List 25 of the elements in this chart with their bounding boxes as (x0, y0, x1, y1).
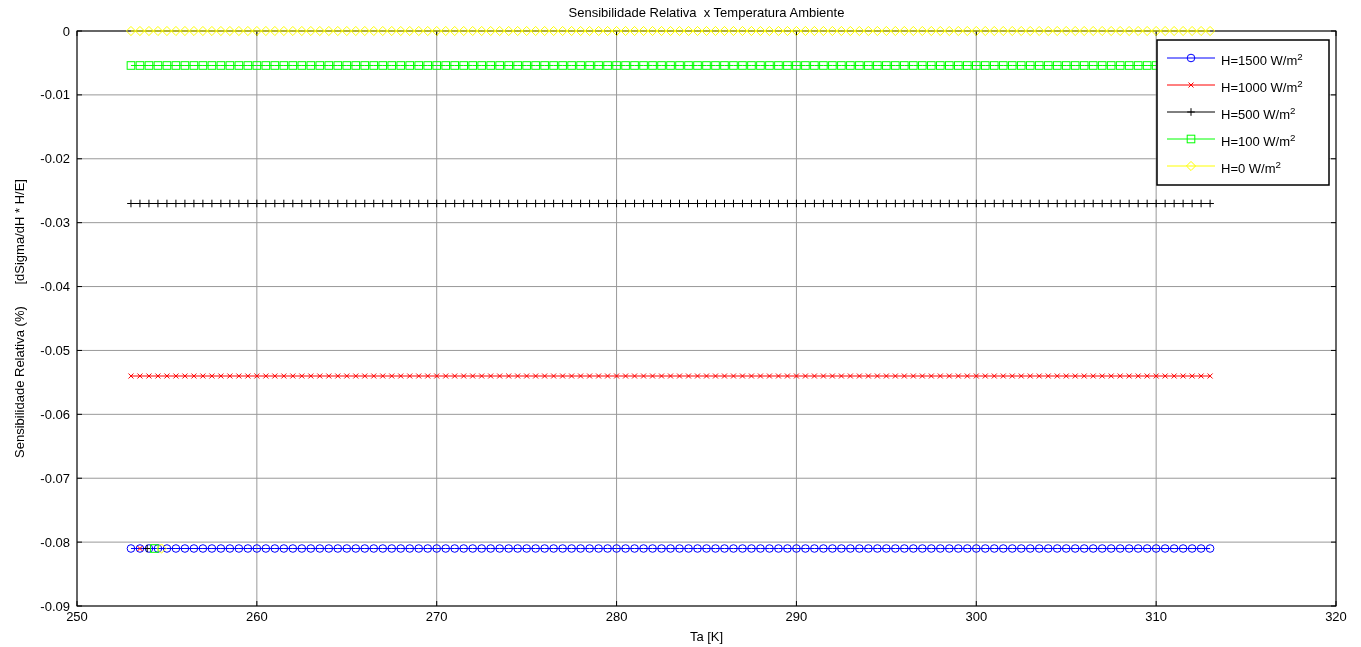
y-axis-title: Sensibilidade Relativa (%) [dSigma/dH * H/E] (12, 179, 27, 458)
x-tick-label: 300 (965, 609, 988, 624)
legend-label: H=1000 W/m$^{2}$ (1221, 77, 1303, 95)
x-tick-label: 280 (605, 609, 628, 624)
x-axis-title: Ta [K] (689, 629, 724, 644)
y-tick-label: -0.04 (40, 279, 70, 295)
x-tick-label: 310 (1145, 609, 1167, 624)
legend-label: H=500 W/m$^{2}$ (1221, 104, 1296, 122)
y-tick-label: -0.05 (40, 342, 70, 358)
chart-title: Sensibilidade Relativa x Temperatura Ambiente (568, 5, 845, 20)
y-tick-label: -0.06 (40, 406, 70, 422)
x-tick-label: 260 (246, 609, 268, 624)
x-tick-label: 270 (425, 609, 448, 624)
y-tick-label: -0.07 (40, 470, 70, 486)
x-tick-label: 290 (785, 609, 808, 624)
y-tick-label: -0.08 (40, 534, 70, 550)
y-tick-label: -0.03 (40, 215, 70, 231)
y-tick-label: -0.02 (40, 151, 70, 167)
legend-label: H=0 W/m$^{2}$ (1221, 158, 1281, 176)
x-tick-label: 320 (1325, 609, 1347, 624)
legend-label: H=1500 W/m$^{2}$ (1221, 50, 1303, 68)
y-tick-label: 0 (62, 23, 70, 39)
x-tick-label: 250 (66, 609, 88, 624)
y-tick-label: -0.01 (40, 87, 70, 103)
legend-label: H=100 W/m$^{2}$ (1221, 131, 1296, 149)
